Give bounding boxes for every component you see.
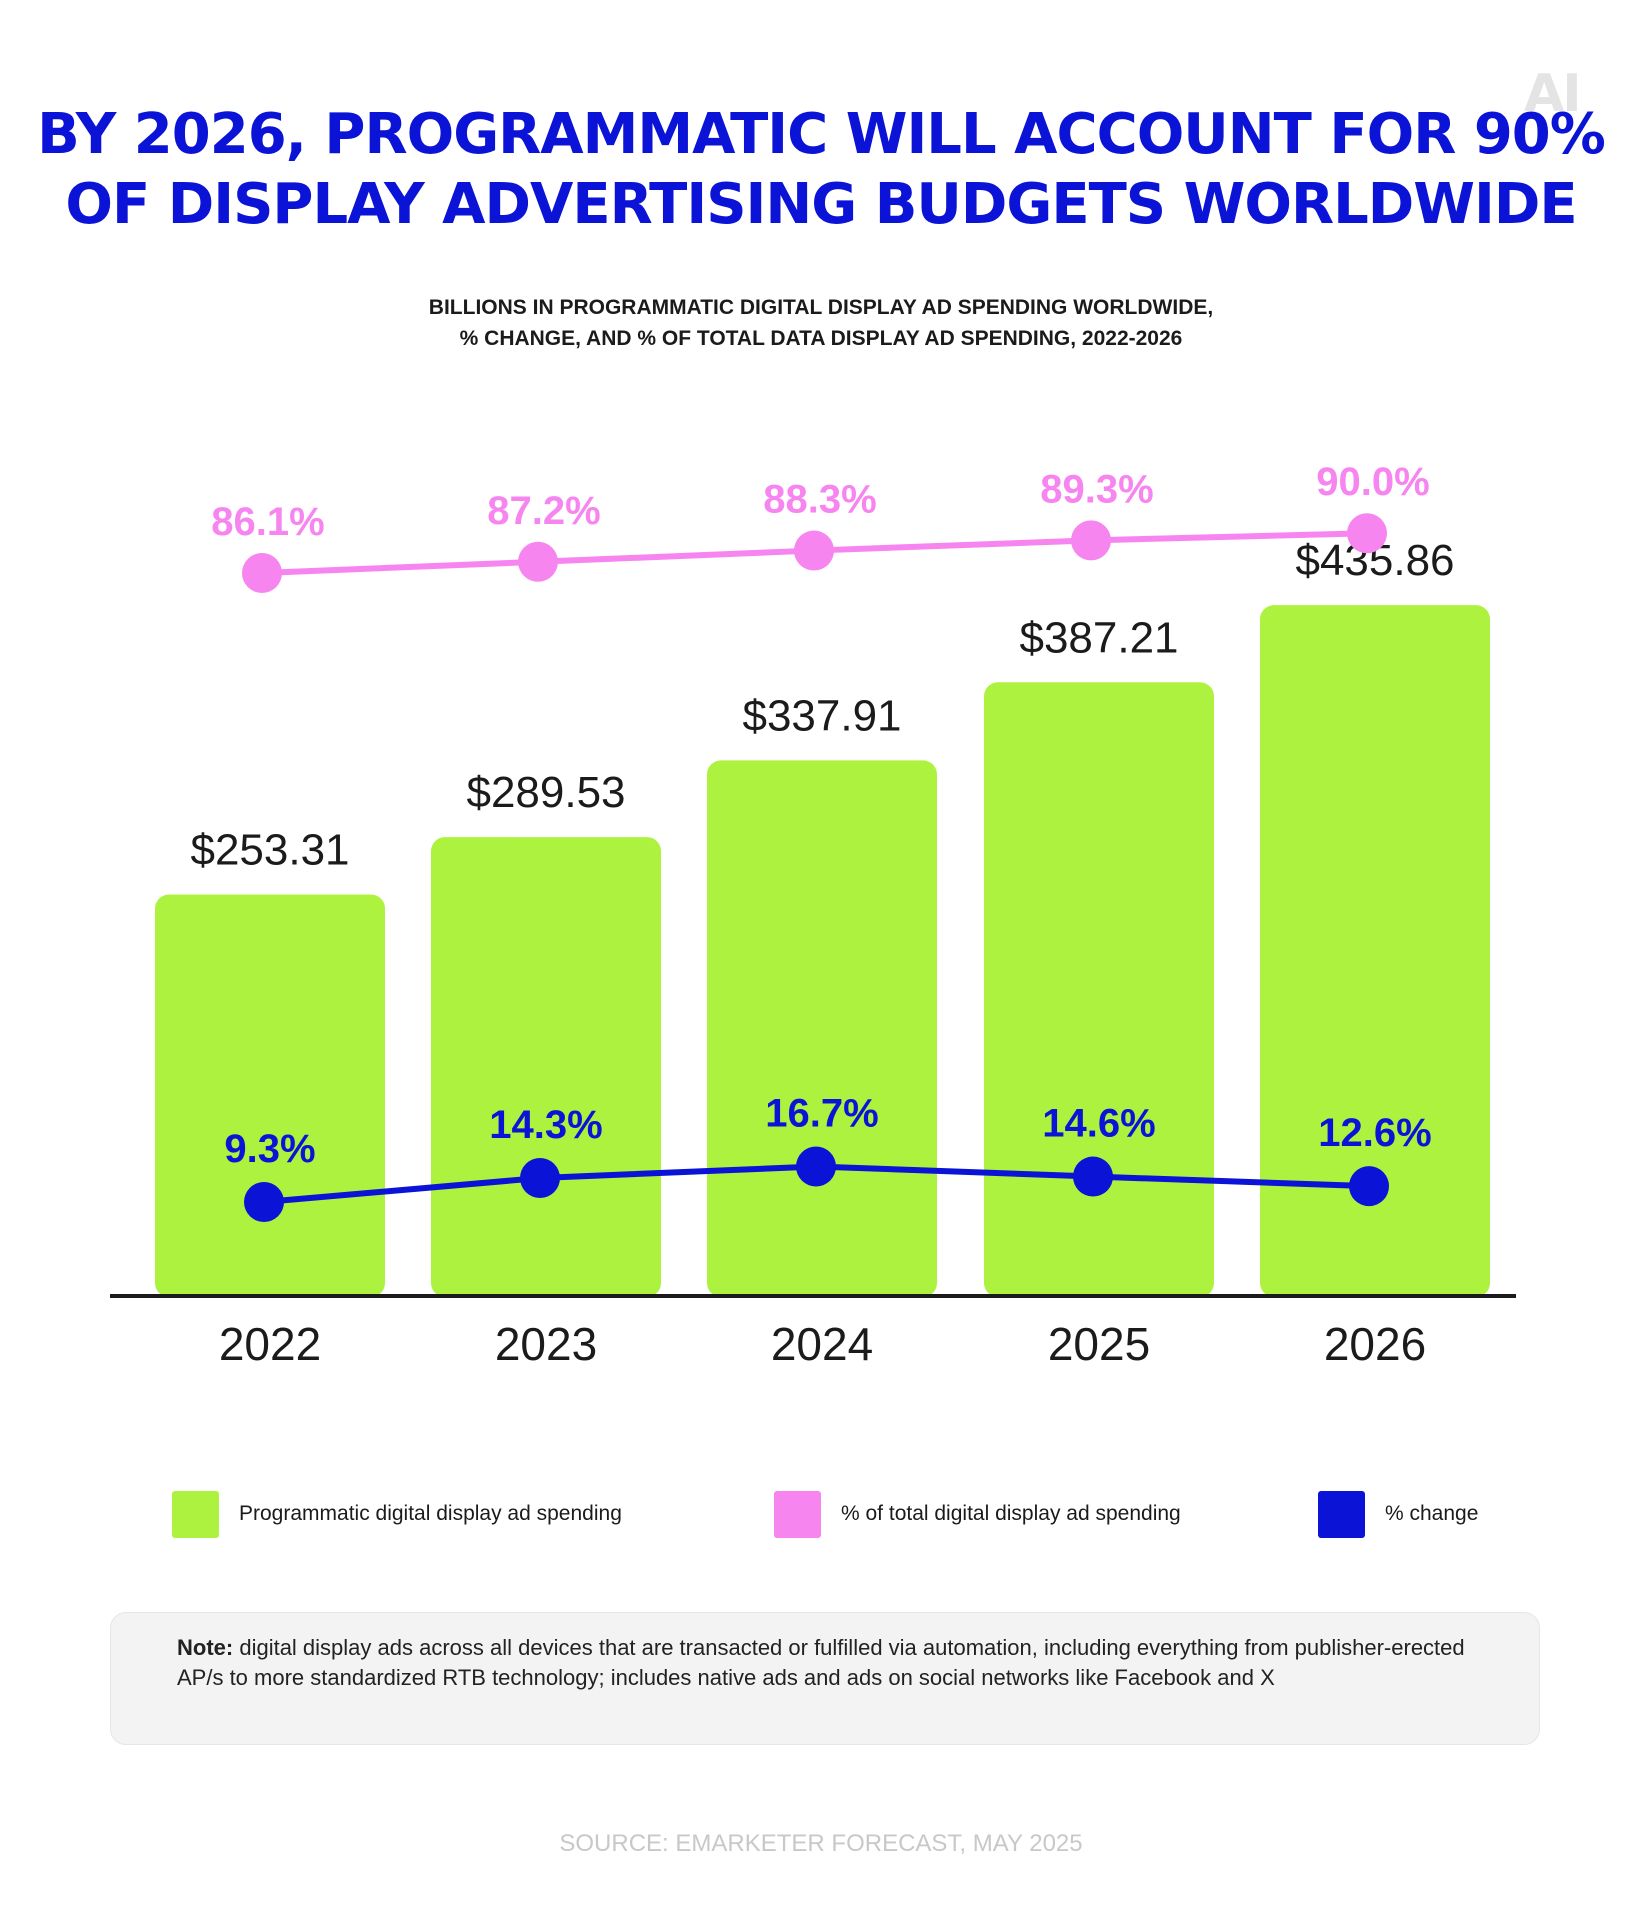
x-tick-label-2026: 2026 — [1324, 1318, 1426, 1370]
x-tick-label-2022: 2022 — [219, 1318, 321, 1370]
share-label-2022: 86.1% — [211, 500, 324, 544]
change-point-2024 — [796, 1146, 836, 1187]
x-tick-label-2023: 2023 — [495, 1318, 597, 1370]
bar-value-label-2022: $253.31 — [190, 826, 349, 875]
source-text: SOURCE: EMARKETER FORECAST, MAY 2025 — [559, 1830, 1083, 1857]
x-tick-label-2025: 2025 — [1048, 1318, 1150, 1370]
bar-2024 — [707, 760, 937, 1297]
legend-label-change: % change — [1385, 1502, 1479, 1525]
x-tick-label-2024: 2024 — [771, 1318, 873, 1370]
title-line-2: OF DISPLAY ADVERTISING BUDGETS WORLDWIDE — [65, 172, 1577, 237]
chart-subtitle: BILLIONS IN PROGRAMMATIC DIGITAL DISPLAY… — [0, 292, 1642, 354]
legend-item-spending: Programmatic digital display ad spending — [172, 1490, 622, 1538]
bar-value-label-2023: $289.53 — [466, 768, 625, 817]
change-point-2023 — [520, 1158, 560, 1198]
note-box: Note: digital display ads across all dev… — [110, 1612, 1540, 1745]
share-point-2025 — [1071, 520, 1111, 561]
share-label-2026: 90.0% — [1316, 460, 1429, 504]
change-point-2025 — [1073, 1156, 1113, 1197]
share-label-2024: 88.3% — [763, 478, 876, 522]
legend-swatch-share — [774, 1490, 821, 1538]
change-point-2026 — [1349, 1166, 1389, 1207]
bar-2023 — [431, 837, 661, 1297]
legend-swatch-spending — [172, 1490, 219, 1538]
note-text: digital display ads across all devices t… — [177, 1635, 1465, 1690]
change-label-2026: 12.6% — [1318, 1111, 1431, 1155]
legend-swatch-change — [1318, 1490, 1365, 1538]
bar-2025 — [984, 682, 1214, 1297]
page-title: BY 2026, PROGRAMMATIC WILL ACCOUNT FOR 9… — [0, 100, 1642, 240]
brand-logo: AI — [1524, 64, 1582, 124]
bar-value-label-2025: $387.21 — [1019, 613, 1178, 662]
change-label-2022: 9.3% — [224, 1127, 315, 1171]
subtitle-line-1: BILLIONS IN PROGRAMMATIC DIGITAL DISPLAY… — [428, 296, 1214, 319]
change-point-2022 — [244, 1182, 284, 1222]
legend-item-change: % change — [1318, 1490, 1478, 1538]
share-point-2024 — [794, 530, 834, 571]
legend-label-spending: Programmatic digital display ad spending — [239, 1502, 622, 1525]
subtitle-line-2: % CHANGE, AND % OF TOTAL DATA DISPLAY AD… — [459, 327, 1183, 350]
note-label: Note: — [177, 1635, 234, 1660]
share-point-2023 — [518, 541, 558, 582]
change-label-2025: 14.6% — [1042, 1102, 1155, 1146]
share-label-2023: 87.2% — [487, 489, 600, 533]
change-label-2024: 16.7% — [765, 1091, 878, 1135]
change-label-2023: 14.3% — [489, 1103, 602, 1147]
legend-label-share: % of total digital display ad spending — [841, 1502, 1181, 1525]
bar-2026 — [1260, 605, 1490, 1297]
title-line-1: BY 2026, PROGRAMMATIC WILL ACCOUNT FOR 9… — [37, 102, 1606, 167]
share-label-2025: 89.3% — [1040, 467, 1153, 511]
bar-2022 — [155, 894, 385, 1297]
bar-value-label-2024: $337.91 — [742, 691, 901, 740]
legend-item-share: % of total digital display ad spending — [774, 1490, 1181, 1538]
share-point-2026 — [1347, 513, 1387, 554]
share-point-2022 — [242, 553, 282, 593]
